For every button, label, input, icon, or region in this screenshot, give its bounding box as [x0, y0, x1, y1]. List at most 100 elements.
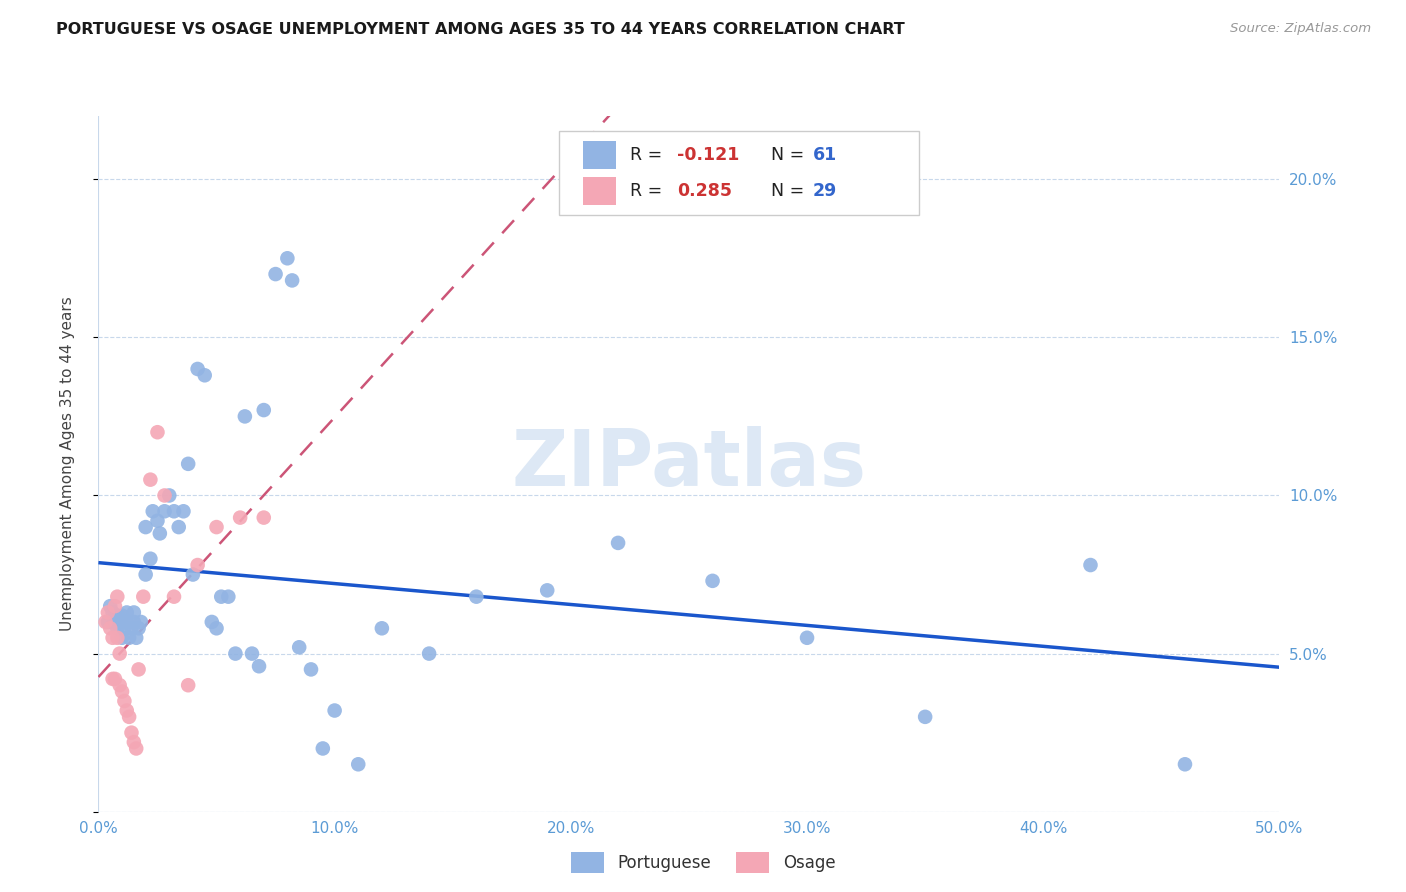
- Point: [205, 520, 228, 534]
- Point: [108, 615, 131, 629]
- Text: ZIPatlas: ZIPatlas: [512, 425, 866, 502]
- Point: [105, 631, 128, 645]
- Point: [253, 403, 276, 417]
- Point: [149, 526, 172, 541]
- Point: [201, 615, 224, 629]
- Text: R =: R =: [630, 146, 668, 164]
- Text: N =: N =: [759, 182, 810, 200]
- Point: [122, 615, 145, 629]
- Point: [1080, 558, 1102, 572]
- Point: [121, 621, 143, 635]
- Point: [418, 647, 440, 661]
- Point: [135, 567, 157, 582]
- Point: [187, 558, 209, 572]
- Point: [371, 621, 394, 635]
- Point: [104, 599, 127, 614]
- Y-axis label: Unemployment Among Ages 35 to 44 years: Unemployment Among Ages 35 to 44 years: [60, 296, 75, 632]
- Point: [702, 574, 724, 588]
- Point: [101, 606, 124, 620]
- Point: [465, 590, 488, 604]
- Point: [153, 504, 176, 518]
- Point: [101, 631, 124, 645]
- Text: 29: 29: [813, 182, 837, 200]
- Point: [97, 615, 120, 629]
- Point: [172, 504, 194, 518]
- Point: [125, 631, 148, 645]
- Point: [323, 704, 346, 718]
- Point: [163, 590, 186, 604]
- Point: [139, 473, 162, 487]
- Point: [111, 684, 134, 698]
- Text: 0.285: 0.285: [678, 182, 733, 200]
- Point: [125, 741, 148, 756]
- FancyBboxPatch shape: [560, 130, 920, 216]
- Point: [122, 606, 145, 620]
- Point: [121, 725, 143, 739]
- Point: [105, 621, 128, 635]
- Point: [111, 631, 134, 645]
- Point: [94, 615, 117, 629]
- Point: [129, 615, 152, 629]
- Point: [115, 606, 138, 620]
- Point: [1174, 757, 1197, 772]
- Text: PORTUGUESE VS OSAGE UNEMPLOYMENT AMONG AGES 35 TO 44 YEARS CORRELATION CHART: PORTUGUESE VS OSAGE UNEMPLOYMENT AMONG A…: [56, 22, 905, 37]
- Text: R =: R =: [630, 182, 668, 200]
- Point: [108, 678, 131, 692]
- Point: [104, 672, 127, 686]
- Point: [536, 583, 558, 598]
- Point: [115, 704, 138, 718]
- Point: [122, 735, 145, 749]
- Point: [112, 621, 135, 635]
- Point: [205, 621, 228, 635]
- Point: [98, 599, 121, 614]
- Point: [118, 710, 141, 724]
- Point: [157, 488, 180, 502]
- Point: [177, 457, 200, 471]
- Point: [914, 710, 936, 724]
- Point: [217, 590, 239, 604]
- Point: [224, 647, 246, 661]
- Point: [163, 504, 186, 518]
- Point: [112, 694, 135, 708]
- Text: Source: ZipAtlas.com: Source: ZipAtlas.com: [1230, 22, 1371, 36]
- Point: [796, 631, 818, 645]
- Point: [139, 551, 162, 566]
- Point: [146, 425, 169, 440]
- Legend: Portuguese, Osage: Portuguese, Osage: [564, 846, 842, 880]
- Point: [128, 621, 150, 635]
- Point: [118, 631, 141, 645]
- Point: [142, 504, 165, 518]
- Point: [98, 621, 121, 635]
- Point: [229, 510, 252, 524]
- Point: [187, 362, 209, 376]
- Point: [111, 608, 134, 623]
- Point: [104, 615, 127, 629]
- Bar: [582, 141, 616, 169]
- Point: [181, 567, 204, 582]
- Point: [276, 252, 298, 266]
- Point: [128, 662, 150, 676]
- Point: [105, 590, 128, 604]
- Point: [132, 590, 155, 604]
- Point: [312, 741, 335, 756]
- Point: [209, 590, 232, 604]
- Point: [177, 678, 200, 692]
- Point: [253, 510, 276, 524]
- Bar: [582, 178, 616, 205]
- Point: [240, 647, 263, 661]
- Point: [101, 672, 124, 686]
- Point: [105, 608, 128, 623]
- Point: [264, 267, 287, 281]
- Point: [115, 615, 138, 629]
- Point: [247, 659, 270, 673]
- Text: -0.121: -0.121: [678, 146, 740, 164]
- Point: [97, 606, 120, 620]
- Text: 61: 61: [813, 146, 837, 164]
- Point: [281, 273, 304, 287]
- Point: [194, 368, 217, 383]
- Point: [607, 536, 630, 550]
- Text: N =: N =: [759, 146, 810, 164]
- Point: [108, 647, 131, 661]
- Point: [233, 409, 256, 424]
- Point: [153, 488, 176, 502]
